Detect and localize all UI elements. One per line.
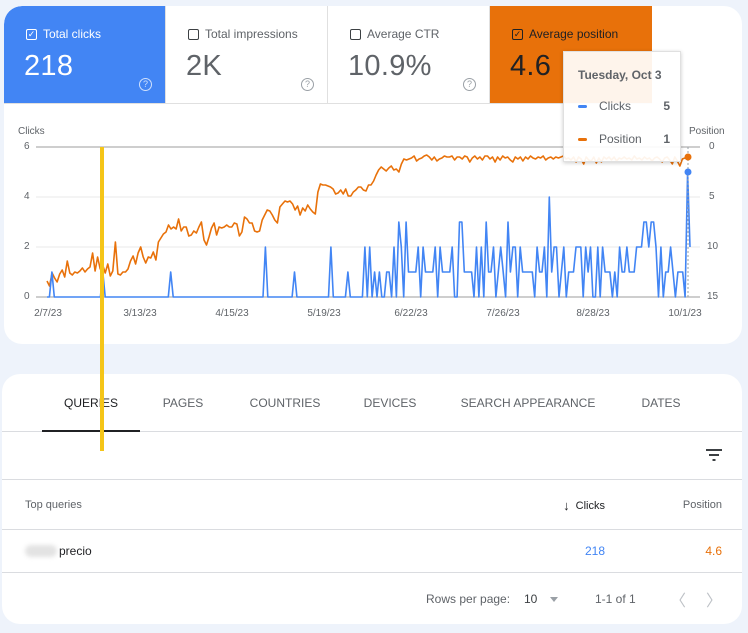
- position-legend-swatch-icon: [578, 137, 587, 141]
- x-tick: 6/22/23: [394, 308, 428, 319]
- x-tick: 2/7/23: [34, 308, 62, 319]
- y2-tick: 15: [707, 291, 719, 302]
- metric-total-clicks[interactable]: ✓ Total clicks 218 ?: [4, 6, 166, 104]
- y2-tick: 10: [707, 241, 719, 252]
- chart-tooltip: Tuesday, Oct 3 Clicks 5 Position 1: [563, 51, 681, 162]
- table-toolbar: [2, 432, 742, 480]
- y-tick: 0: [24, 291, 30, 302]
- redacted-text: [25, 545, 57, 557]
- position-cell: 4.6: [705, 544, 722, 558]
- tab-search-appearance[interactable]: Search appearance: [460, 396, 596, 410]
- column-header-top-queries[interactable]: Top queries: [25, 499, 82, 511]
- help-icon[interactable]: ?: [463, 78, 476, 91]
- metric-total-impressions[interactable]: Total impressions 2K ?: [166, 6, 328, 104]
- sort-descending-icon: ↓: [563, 498, 570, 513]
- y-tick: 2: [24, 241, 30, 252]
- clicks-legend-swatch-icon: [578, 104, 587, 108]
- pagination: Rows per page: 10 1-1 of 1 〈 〉: [2, 573, 742, 624]
- column-header-position[interactable]: Position: [682, 499, 722, 511]
- tab-countries[interactable]: Countries: [249, 396, 321, 410]
- dimension-table-card: Queries Pages Countries Devices Search a…: [2, 374, 742, 624]
- metric-label: Total impressions: [188, 27, 298, 41]
- yellow-annotation-line: [100, 147, 104, 451]
- tooltip-label: Clicks: [599, 99, 631, 113]
- metric-label-text: Total clicks: [43, 27, 102, 41]
- y2-tick: 0: [709, 141, 715, 152]
- y-tick: 6: [24, 141, 30, 152]
- x-tick: 3/13/23: [123, 308, 157, 319]
- rows-per-page-select[interactable]: 10: [524, 592, 538, 606]
- metric-value: 4.6: [510, 50, 552, 82]
- clicks-hover-dot: [684, 168, 692, 176]
- tab-devices[interactable]: Devices: [363, 396, 417, 410]
- tab-pages[interactable]: Pages: [162, 396, 204, 410]
- column-header-clicks[interactable]: ↓ Clicks: [563, 498, 605, 513]
- previous-page-icon[interactable]: 〈: [670, 593, 687, 610]
- rows-per-page-label: Rows per page:: [426, 592, 511, 606]
- tooltip-date: Tuesday, Oct 3: [578, 68, 662, 82]
- tooltip-row-position: Position 1: [578, 132, 670, 146]
- metric-label: ✓ Average position: [512, 27, 618, 41]
- metric-label-text: Average CTR: [367, 27, 440, 41]
- checkbox-checked-icon[interactable]: ✓: [26, 28, 37, 40]
- clicks-series-line: [47, 171, 691, 298]
- column-header-label: Clicks: [575, 499, 605, 512]
- tooltip-row-clicks: Clicks 5: [578, 99, 670, 113]
- tooltip-value: 5: [663, 99, 670, 113]
- query-text: precio: [59, 544, 92, 558]
- x-tick: 4/15/23: [215, 308, 249, 319]
- checkbox-checked-icon[interactable]: ✓: [512, 28, 523, 40]
- metric-label-text: Total impressions: [205, 27, 298, 41]
- next-page-icon[interactable]: 〉: [706, 593, 723, 610]
- tab-queries[interactable]: Queries: [63, 396, 119, 410]
- position-hover-dot: [684, 153, 692, 161]
- position-series-line: [46, 154, 690, 287]
- checkbox-unchecked-icon[interactable]: [350, 28, 361, 40]
- help-icon[interactable]: ?: [301, 78, 314, 91]
- tooltip-value: 1: [663, 132, 670, 146]
- help-icon[interactable]: ?: [139, 78, 152, 91]
- metric-value: 2K: [186, 50, 223, 82]
- y-axis-title-clicks: Clicks: [18, 126, 45, 137]
- tooltip-label: Position: [599, 132, 642, 146]
- y-tick: 4: [24, 191, 30, 202]
- metric-label: ✓ Total clicks: [26, 27, 101, 41]
- metric-average-ctr[interactable]: Average CTR 10.9% ?: [328, 6, 490, 104]
- x-tick: 5/19/23: [307, 308, 341, 319]
- x-tick: 8/28/23: [576, 308, 610, 319]
- table-row[interactable]: precio 218 4.6: [2, 530, 742, 573]
- metric-value: 10.9%: [348, 50, 432, 82]
- dropdown-caret-icon[interactable]: [550, 597, 558, 602]
- performance-chart[interactable]: Clicks Position 6 4 2 0 0 5 10 15 2/7/23…: [0, 0, 748, 345]
- tab-dates[interactable]: Dates: [641, 396, 681, 410]
- table-header: Top queries ↓ Clicks Position: [2, 480, 742, 530]
- query-cell[interactable]: precio: [25, 544, 92, 558]
- dimension-tabs: Queries Pages Countries Devices Search a…: [2, 374, 742, 432]
- checkbox-unchecked-icon[interactable]: [188, 28, 199, 40]
- metric-value: 218: [24, 50, 74, 82]
- filter-icon[interactable]: [706, 449, 722, 461]
- metric-label: Average CTR: [350, 27, 439, 41]
- y-axis-title-position: Position: [689, 126, 725, 137]
- pagination-range: 1-1 of 1: [595, 592, 636, 606]
- clicks-cell: 218: [584, 544, 605, 558]
- metric-label-text: Average position: [529, 27, 619, 41]
- metric-cards: ✓ Total clicks 218 ? Total impressions 2…: [4, 6, 742, 104]
- active-tab-indicator: [42, 430, 140, 432]
- x-tick: 10/1/23: [668, 308, 702, 319]
- y2-tick: 5: [709, 191, 715, 202]
- x-tick: 7/26/23: [486, 308, 520, 319]
